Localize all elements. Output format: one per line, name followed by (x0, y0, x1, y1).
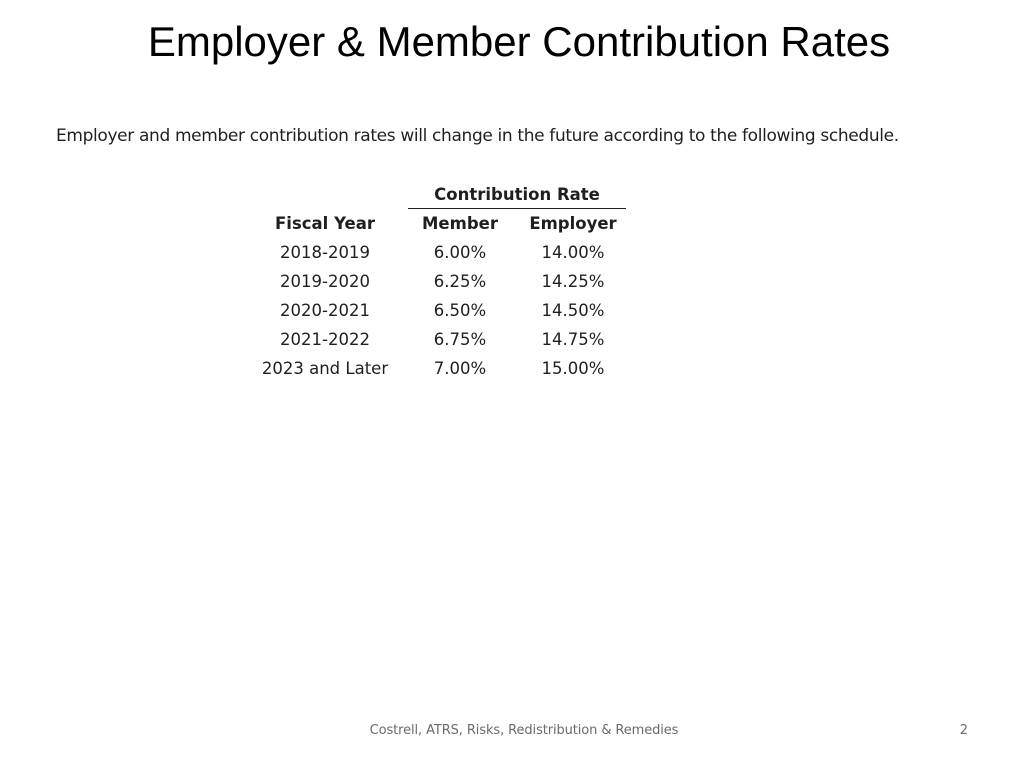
table-header-spacer (250, 180, 400, 209)
fiscal-year-cell: 2023 and Later (261, 359, 389, 378)
employer-rate-cell: 14.75% (541, 330, 605, 349)
slide-footer: Costrell, ATRS, Risks, Redistribution & … (369, 723, 679, 738)
contribution-rate-label: Contribution Rate (434, 185, 600, 204)
member-rate-cell: 6.00% (433, 243, 487, 262)
employer-rate-cell: 15.00% (541, 359, 605, 378)
table-row: 2019-2020 6.25% 14.25% (250, 267, 626, 296)
fiscal-year-cell: 2020-2021 (280, 301, 370, 320)
member-rate-cell: 6.25% (433, 272, 487, 291)
employer-rate-cell: 14.25% (541, 272, 605, 291)
group-header-underline (408, 208, 626, 209)
column-header-member: Member (422, 214, 498, 233)
table-header-row: Fiscal Year Member Employer (250, 209, 626, 238)
table-row: 2018-2019 6.00% 14.00% (250, 238, 626, 267)
fiscal-year-cell: 2019-2020 (280, 272, 370, 291)
page-number: 2 (959, 723, 968, 738)
table-row: 2023 and Later 7.00% 15.00% (250, 354, 626, 383)
intro-text: Employer and member contribution rates w… (56, 126, 899, 146)
employer-rate-cell: 14.50% (541, 301, 605, 320)
fiscal-year-cell: 2018-2019 (280, 243, 370, 262)
member-rate-cell: 6.50% (433, 301, 487, 320)
member-rate-cell: 6.75% (433, 330, 487, 349)
contribution-rate-table: Contribution Rate Fiscal Year Member Emp… (250, 180, 626, 383)
table-row: 2021-2022 6.75% 14.75% (250, 325, 626, 354)
slide-title: Employer & Member Contribution Rates (147, 18, 891, 65)
table-group-header: Contribution Rate (400, 180, 626, 209)
table-row: 2020-2021 6.50% 14.50% (250, 296, 626, 325)
employer-rate-cell: 14.00% (541, 243, 605, 262)
column-header-fiscal-year: Fiscal Year (275, 214, 375, 233)
column-header-employer: Employer (529, 214, 617, 233)
member-rate-cell: 7.00% (433, 359, 487, 378)
fiscal-year-cell: 2021-2022 (280, 330, 370, 349)
table-group-header-row: Contribution Rate (250, 180, 626, 209)
